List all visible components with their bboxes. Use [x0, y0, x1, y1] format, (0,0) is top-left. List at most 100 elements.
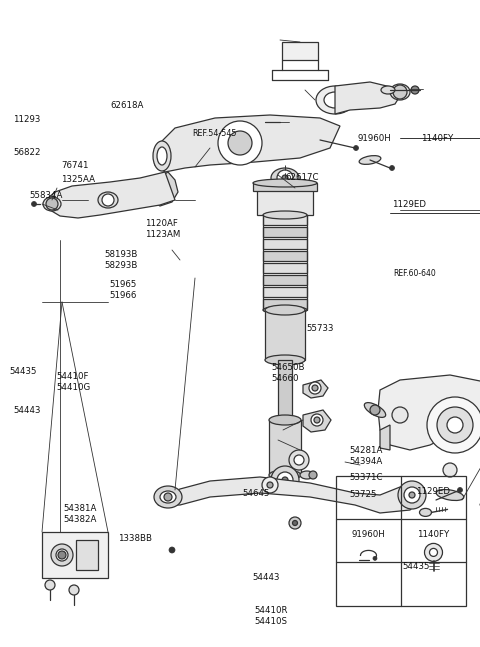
- Bar: [253, 183, 317, 191]
- Circle shape: [262, 477, 278, 493]
- Circle shape: [169, 547, 175, 553]
- Ellipse shape: [316, 86, 354, 114]
- Text: 54381A
54382A: 54381A 54382A: [63, 503, 97, 524]
- Text: 91960H: 91960H: [358, 134, 391, 143]
- Circle shape: [102, 194, 114, 206]
- Circle shape: [45, 580, 55, 590]
- Bar: [278, 360, 292, 420]
- Text: 62618A: 62618A: [110, 101, 144, 110]
- Polygon shape: [158, 477, 420, 513]
- Bar: [263, 215, 307, 225]
- Circle shape: [282, 477, 288, 483]
- Text: 76741: 76741: [61, 161, 89, 170]
- Text: 55834A: 55834A: [30, 191, 63, 200]
- Circle shape: [164, 493, 172, 501]
- Circle shape: [398, 481, 426, 509]
- Text: 53725: 53725: [349, 490, 377, 499]
- Circle shape: [151, 183, 169, 201]
- Polygon shape: [148, 172, 178, 206]
- Text: 1140FY: 1140FY: [420, 134, 453, 143]
- Circle shape: [309, 382, 321, 394]
- Circle shape: [404, 487, 420, 503]
- Ellipse shape: [324, 92, 346, 108]
- Circle shape: [287, 120, 291, 124]
- Ellipse shape: [253, 179, 317, 187]
- Bar: [282, 42, 318, 60]
- Circle shape: [289, 450, 309, 470]
- Text: 51965
51966: 51965 51966: [109, 280, 137, 300]
- Bar: [263, 299, 307, 309]
- Text: 56822: 56822: [13, 148, 41, 157]
- Text: 55733: 55733: [306, 324, 334, 333]
- Circle shape: [312, 385, 318, 391]
- Ellipse shape: [154, 486, 182, 508]
- Ellipse shape: [436, 490, 464, 501]
- Circle shape: [46, 198, 58, 210]
- Bar: [336, 476, 466, 606]
- Ellipse shape: [153, 141, 171, 171]
- Circle shape: [282, 175, 288, 181]
- Polygon shape: [378, 375, 480, 510]
- Circle shape: [292, 520, 298, 525]
- Circle shape: [392, 407, 408, 423]
- Bar: [263, 263, 307, 273]
- Bar: [263, 251, 307, 261]
- Ellipse shape: [269, 470, 301, 480]
- Circle shape: [370, 405, 380, 415]
- Bar: [263, 239, 307, 249]
- Ellipse shape: [271, 168, 299, 188]
- Circle shape: [430, 549, 437, 556]
- Circle shape: [309, 471, 317, 479]
- Circle shape: [294, 455, 304, 465]
- Text: 11293: 11293: [13, 115, 41, 124]
- Circle shape: [228, 131, 252, 155]
- Circle shape: [389, 166, 395, 171]
- Text: 54443: 54443: [13, 406, 41, 415]
- Text: 1140FY: 1140FY: [418, 530, 450, 539]
- Circle shape: [437, 407, 473, 443]
- Text: 91960H: 91960H: [352, 530, 385, 539]
- Circle shape: [32, 201, 36, 206]
- Text: 53371C: 53371C: [349, 473, 383, 482]
- Text: 54410R
54410S: 54410R 54410S: [254, 606, 288, 626]
- Ellipse shape: [420, 509, 432, 516]
- Circle shape: [58, 551, 66, 559]
- Circle shape: [277, 170, 293, 186]
- Text: 1338BB: 1338BB: [118, 534, 152, 543]
- Ellipse shape: [43, 197, 61, 211]
- Ellipse shape: [359, 156, 381, 164]
- Circle shape: [457, 487, 463, 492]
- Polygon shape: [303, 410, 331, 432]
- Bar: [263, 227, 307, 237]
- Text: 54650B
54660: 54650B 54660: [271, 362, 305, 383]
- Ellipse shape: [269, 415, 301, 425]
- Text: REF.54-545: REF.54-545: [192, 129, 237, 138]
- Polygon shape: [155, 115, 340, 172]
- Text: 54435: 54435: [402, 562, 430, 571]
- Text: 54645: 54645: [242, 488, 270, 498]
- Circle shape: [277, 472, 293, 488]
- Ellipse shape: [390, 84, 410, 100]
- Bar: [265, 310, 305, 360]
- Circle shape: [267, 482, 273, 488]
- Text: 58193B
58293B: 58193B 58293B: [105, 250, 138, 270]
- Bar: [42, 532, 108, 578]
- Ellipse shape: [263, 211, 307, 219]
- Circle shape: [427, 397, 480, 453]
- Text: 54410F
54410G: 54410F 54410G: [57, 371, 91, 392]
- Ellipse shape: [160, 491, 176, 503]
- Circle shape: [353, 146, 359, 151]
- Polygon shape: [303, 380, 328, 398]
- Bar: [257, 185, 313, 215]
- Circle shape: [311, 414, 323, 426]
- Text: 1325AA: 1325AA: [61, 175, 96, 184]
- Circle shape: [218, 121, 262, 165]
- Text: 1120AF
1123AM: 1120AF 1123AM: [145, 219, 180, 239]
- Bar: [263, 275, 307, 285]
- Ellipse shape: [300, 471, 314, 479]
- Ellipse shape: [265, 305, 305, 315]
- Circle shape: [443, 463, 457, 477]
- Text: REF.60-640: REF.60-640: [394, 269, 436, 278]
- Circle shape: [271, 466, 299, 494]
- Ellipse shape: [51, 544, 73, 566]
